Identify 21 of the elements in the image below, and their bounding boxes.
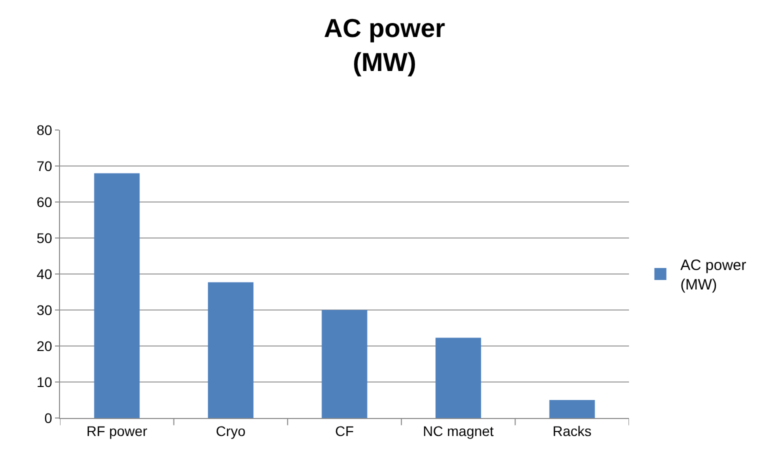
y-tick-label: 70 <box>36 158 52 174</box>
y-tick-label: 60 <box>36 194 52 210</box>
y-tick-label: 40 <box>36 266 52 282</box>
bar <box>94 173 140 418</box>
y-tick-label: 0 <box>44 410 52 426</box>
y-tick-label: 10 <box>36 374 52 390</box>
y-tick-label: 20 <box>36 338 52 354</box>
bar <box>549 400 595 418</box>
bar <box>208 282 254 418</box>
x-tick-label: RF power <box>86 422 148 439</box>
legend-label: AC power (MW) <box>680 257 746 294</box>
y-tick-label: 50 <box>36 230 52 246</box>
y-tick-label: 30 <box>36 302 52 318</box>
bar <box>322 310 368 418</box>
x-tick-label: Racks <box>552 422 592 439</box>
x-tick-label: CF <box>335 422 354 439</box>
bar <box>436 338 482 418</box>
x-tick-label: NC magnet <box>422 422 494 439</box>
y-tick-label: 80 <box>36 122 52 138</box>
x-tick-label: Cryo <box>216 422 246 439</box>
chart-title: AC power (MW) <box>324 13 446 77</box>
